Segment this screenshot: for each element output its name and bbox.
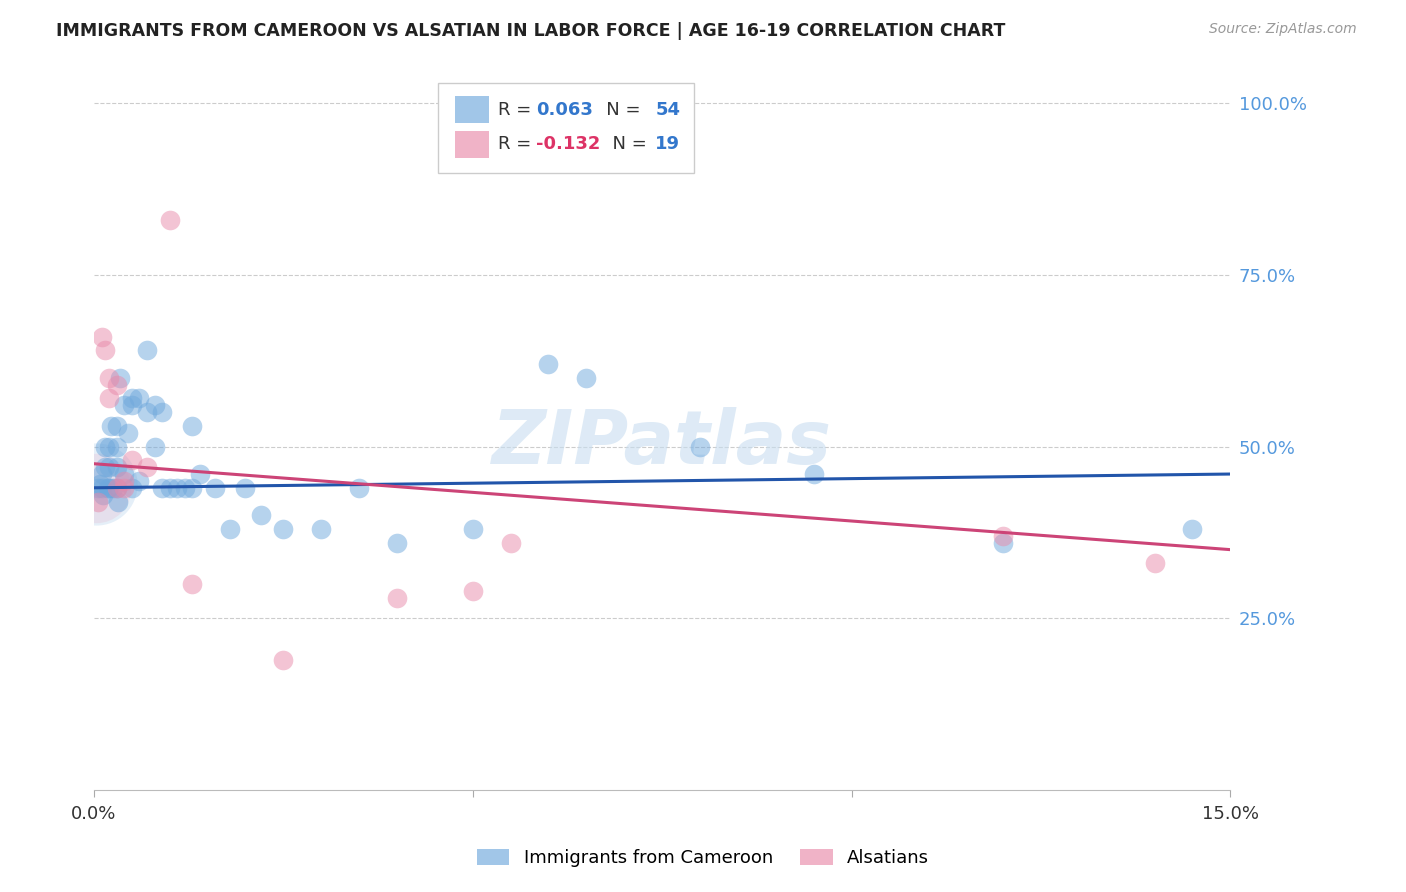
Point xyxy=(91,488,114,502)
Point xyxy=(94,460,117,475)
Point xyxy=(181,577,204,591)
Point xyxy=(105,377,128,392)
Point xyxy=(90,329,112,343)
Point xyxy=(90,481,112,495)
Point xyxy=(136,405,159,419)
Text: R =: R = xyxy=(499,136,537,153)
Text: Source: ZipAtlas.com: Source: ZipAtlas.com xyxy=(1209,22,1357,37)
Point xyxy=(991,529,1014,543)
Point xyxy=(461,522,484,536)
Text: -0.132: -0.132 xyxy=(536,136,600,153)
Point xyxy=(689,440,711,454)
Point xyxy=(105,440,128,454)
Point xyxy=(121,453,143,467)
Text: 19: 19 xyxy=(655,136,681,153)
Point xyxy=(461,583,484,598)
Point xyxy=(105,481,128,495)
Point xyxy=(166,481,188,495)
Point xyxy=(136,343,159,358)
Point xyxy=(159,481,181,495)
Point xyxy=(121,481,143,495)
Point xyxy=(100,418,122,433)
Point xyxy=(112,474,135,488)
Point xyxy=(136,460,159,475)
Point xyxy=(347,481,370,495)
Point xyxy=(128,474,150,488)
Point xyxy=(385,535,408,549)
Point xyxy=(991,535,1014,549)
Point xyxy=(121,392,143,406)
Point xyxy=(803,467,825,481)
Point xyxy=(499,535,522,549)
Point xyxy=(150,405,173,419)
Text: 0.063: 0.063 xyxy=(536,101,593,119)
Point xyxy=(84,481,107,495)
Text: R =: R = xyxy=(499,101,537,119)
Point xyxy=(112,398,135,412)
Point xyxy=(107,494,129,508)
Text: N =: N = xyxy=(589,101,647,119)
Point xyxy=(188,467,211,481)
Point xyxy=(181,418,204,433)
Point xyxy=(98,371,121,385)
Point xyxy=(89,477,111,491)
Text: 54: 54 xyxy=(655,101,681,119)
Point xyxy=(105,481,128,495)
Point xyxy=(101,481,124,495)
Point xyxy=(1181,522,1204,536)
Point xyxy=(1143,557,1166,571)
Text: N =: N = xyxy=(600,136,652,153)
Point xyxy=(98,440,121,454)
Point xyxy=(121,398,143,412)
Point xyxy=(575,371,598,385)
Point xyxy=(309,522,332,536)
Text: ZIPatlas: ZIPatlas xyxy=(492,408,832,480)
Point xyxy=(273,652,295,666)
Point xyxy=(112,481,135,495)
Point xyxy=(86,481,108,495)
Point xyxy=(537,357,560,371)
Point xyxy=(128,392,150,406)
Point xyxy=(84,477,107,491)
Point xyxy=(143,398,166,412)
Point xyxy=(385,591,408,605)
Point xyxy=(105,460,128,475)
Point xyxy=(143,440,166,454)
Text: IMMIGRANTS FROM CAMEROON VS ALSATIAN IN LABOR FORCE | AGE 16-19 CORRELATION CHAR: IMMIGRANTS FROM CAMEROON VS ALSATIAN IN … xyxy=(56,22,1005,40)
Point xyxy=(173,481,195,495)
Point xyxy=(235,481,257,495)
Bar xyxy=(456,130,489,158)
Point xyxy=(117,425,139,440)
Point xyxy=(98,460,121,475)
Point xyxy=(105,418,128,433)
Point xyxy=(94,343,117,358)
Point xyxy=(150,481,173,495)
Point xyxy=(97,481,120,495)
Point xyxy=(90,467,112,481)
Point xyxy=(181,481,204,495)
Point xyxy=(98,392,121,406)
Point xyxy=(249,508,271,523)
Point xyxy=(110,371,132,385)
FancyBboxPatch shape xyxy=(439,83,695,173)
Point xyxy=(86,494,108,508)
Point xyxy=(94,440,117,454)
Bar xyxy=(456,96,489,123)
Point xyxy=(112,467,135,481)
Legend: Immigrants from Cameroon, Alsatians: Immigrants from Cameroon, Alsatians xyxy=(470,841,936,874)
Point xyxy=(219,522,242,536)
Point xyxy=(204,481,226,495)
Point xyxy=(273,522,295,536)
Point xyxy=(98,481,121,495)
Point xyxy=(159,212,181,227)
